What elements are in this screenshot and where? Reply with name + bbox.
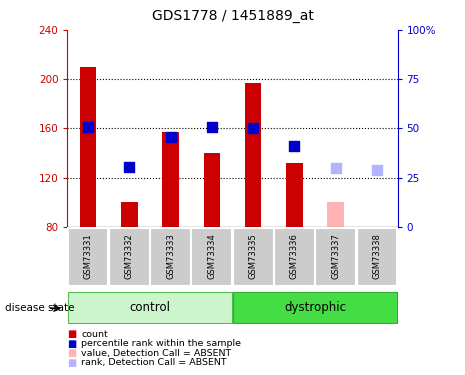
Bar [274,228,315,286]
Text: count: count [81,330,108,339]
Bar [232,228,273,286]
Point [167,134,174,140]
Text: ■: ■ [67,339,77,349]
Point [126,164,133,170]
Text: ■: ■ [67,330,77,339]
Bar [80,67,96,227]
Bar [357,228,398,286]
Bar [369,227,385,228]
Point [291,142,298,148]
Text: GSM73331: GSM73331 [84,233,93,279]
Point [249,125,257,132]
Text: GSM73336: GSM73336 [290,233,299,279]
Text: GDS1778 / 1451889_at: GDS1778 / 1451889_at [152,9,313,23]
Point [373,167,381,173]
Bar [204,153,220,227]
Point [332,165,339,171]
Bar [327,202,344,227]
Bar [67,292,232,323]
Bar [192,228,232,286]
Text: GSM73333: GSM73333 [166,233,175,279]
Bar [286,163,303,227]
Text: GSM73338: GSM73338 [372,233,381,279]
Text: rank, Detection Call = ABSENT: rank, Detection Call = ABSENT [81,358,227,367]
Text: GSM73337: GSM73337 [331,233,340,279]
Bar [121,202,138,227]
Text: ■: ■ [67,348,77,358]
Bar [150,228,191,286]
Bar [67,228,108,286]
Text: ■: ■ [67,358,77,368]
Point [84,124,92,130]
Bar [162,132,179,227]
Text: dystrophic: dystrophic [284,301,346,314]
Text: GSM73335: GSM73335 [249,233,258,279]
Text: disease state: disease state [5,303,74,313]
Text: GSM73334: GSM73334 [207,233,216,279]
Bar [245,83,261,227]
Point [208,124,216,130]
Bar [315,228,356,286]
Text: percentile rank within the sample: percentile rank within the sample [81,339,241,348]
Text: control: control [129,301,171,314]
Text: GSM73332: GSM73332 [125,233,134,279]
Text: value, Detection Call = ABSENT: value, Detection Call = ABSENT [81,349,232,358]
Bar [232,292,398,323]
Bar [109,228,150,286]
